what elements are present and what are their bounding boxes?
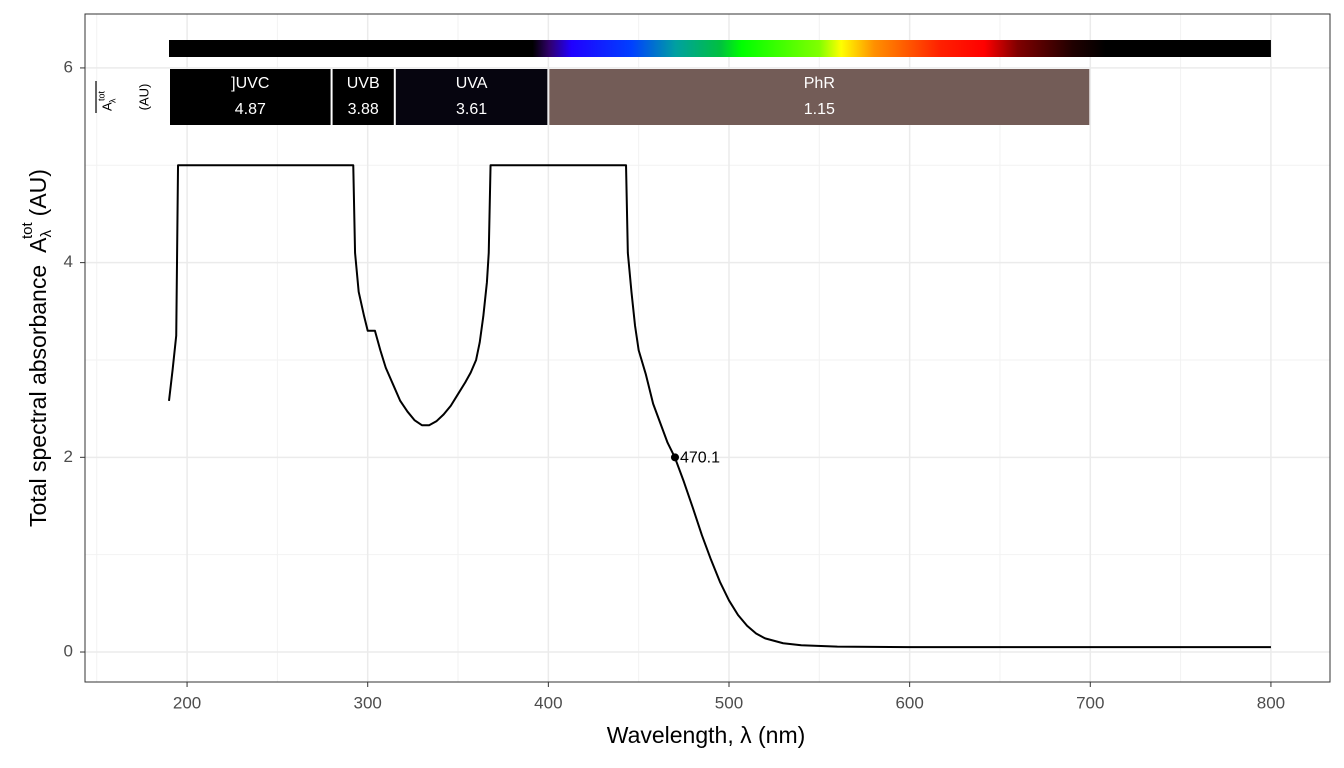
band-name: UVA xyxy=(456,75,488,92)
plot-layer: ]UVC 4.87 UVB 3.88 UVA 3.61 PhR 1.15 470.1 xyxy=(168,40,1271,649)
y-axis-title: Total spectral absorbance Aλtot (AU) xyxy=(19,169,55,527)
band-box xyxy=(549,69,1090,125)
x-tick-label: 500 xyxy=(715,693,743,712)
band-box xyxy=(332,69,394,125)
x-axis-title: Wavelength, λ (nm) xyxy=(607,722,806,748)
band-label-unit: (AU) xyxy=(136,84,151,111)
y-title-text: Total spectral absorbance xyxy=(25,265,51,527)
band-name: ]UVC xyxy=(231,75,269,92)
x-tick-label: 700 xyxy=(1076,693,1104,712)
band-value: 1.15 xyxy=(804,101,835,118)
band-name: UVB xyxy=(347,75,380,92)
annotation-label: 470.1 xyxy=(680,450,720,467)
band-label-symbol: A xyxy=(99,102,114,111)
y-title-sub: λ xyxy=(38,230,55,238)
y-tick-label: 6 xyxy=(64,57,73,76)
band-value: 4.87 xyxy=(235,101,266,118)
y-tick-label: 0 xyxy=(64,642,73,661)
y-title-symbol: A xyxy=(25,237,51,253)
grid xyxy=(85,14,1330,682)
band-box xyxy=(395,69,548,125)
y-title-sup: tot xyxy=(19,221,36,239)
band-axis-label: A λ tot (AU) xyxy=(95,81,151,113)
band-value: 3.61 xyxy=(456,101,487,118)
band-label-sub: λ xyxy=(107,98,117,103)
band-name: PhR xyxy=(804,75,835,92)
x-tick-label: 200 xyxy=(173,693,201,712)
spectrum-bar xyxy=(168,40,1271,57)
x-tick-label: 400 xyxy=(534,693,562,712)
y-tick-label: 4 xyxy=(64,252,73,271)
annotation-point xyxy=(670,453,679,462)
x-tick-label: 300 xyxy=(354,693,382,712)
y-title-unit: (AU) xyxy=(25,169,51,216)
band-label-sup: tot xyxy=(96,90,106,101)
series-line xyxy=(168,164,1271,649)
band-box xyxy=(169,69,331,125)
panel-border xyxy=(84,13,1331,683)
band-value: 3.88 xyxy=(348,101,379,118)
y-tick-label: 2 xyxy=(64,447,73,466)
x-tick-label: 600 xyxy=(895,693,923,712)
x-tick-label: 800 xyxy=(1257,693,1285,712)
